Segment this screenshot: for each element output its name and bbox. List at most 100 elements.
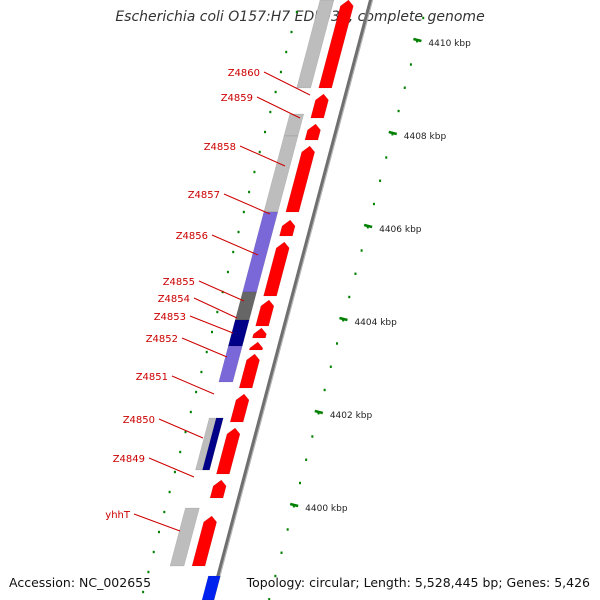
- gene-label: yhhT: [105, 510, 131, 521]
- minor-tick: [403, 86, 406, 89]
- tick-label: 4400 kbp: [305, 504, 348, 514]
- minor-tick: [258, 150, 261, 154]
- gene-label: Z4850: [123, 415, 155, 426]
- gene-label: Z4851: [136, 372, 168, 383]
- minor-tick: [295, 10, 298, 14]
- minor-tick: [286, 528, 289, 531]
- gene-leader-line: [193, 297, 238, 319]
- minor-tick: [200, 370, 203, 374]
- major-tick: [413, 37, 422, 43]
- gene-label: Z4853: [154, 312, 186, 323]
- minor-tick: [226, 270, 229, 274]
- minor-tick: [416, 40, 419, 43]
- minor-tick: [323, 388, 326, 392]
- minor-tick: [216, 310, 219, 314]
- features: [169, 0, 354, 600]
- blast-hit: [169, 507, 200, 567]
- gene-leader-line: [211, 234, 259, 256]
- minor-tick: [329, 365, 332, 368]
- blast-hit: [202, 417, 224, 471]
- minor-tick: [264, 130, 267, 134]
- minor-tick: [195, 390, 198, 394]
- gene-label: Z4859: [221, 93, 253, 104]
- major-tick: [388, 130, 398, 136]
- tick-label: 4408 kbp: [404, 132, 447, 142]
- gene-label: Z4857: [188, 190, 220, 201]
- gene-label: Z4860: [228, 68, 260, 79]
- forward-cds: [310, 93, 329, 119]
- minor-tick: [268, 598, 271, 600]
- minor-tick: [152, 550, 155, 554]
- tick-dots: [142, 10, 425, 600]
- gene-leader-line: [256, 96, 301, 119]
- gene-label: Z4856: [176, 231, 208, 242]
- gene-label: Z4854: [158, 294, 190, 305]
- blast-hit: [296, 0, 335, 89]
- minor-tick: [205, 350, 208, 354]
- tick-label: 4410 kbp: [428, 39, 471, 49]
- minor-tick: [274, 574, 277, 578]
- forward-cds: [209, 479, 227, 499]
- tick-label: 4406 kbp: [379, 225, 422, 235]
- forward-cds: [252, 327, 267, 339]
- minor-tick: [274, 90, 277, 94]
- minor-tick: [366, 226, 369, 229]
- forward-cds: [285, 145, 315, 213]
- gene-leader-line: [198, 280, 245, 302]
- minor-tick: [335, 342, 338, 345]
- gene-leader-line: [148, 457, 195, 478]
- minor-tick: [168, 490, 171, 494]
- minor-tick: [184, 430, 187, 434]
- minor-tick: [290, 30, 293, 34]
- gene-leader-line: [223, 193, 271, 215]
- minor-tick: [158, 530, 161, 534]
- tick-label: 4404 kbp: [354, 318, 397, 328]
- minor-tick: [142, 590, 145, 594]
- scale-ticks: 4410 kbp 4408 kbp 4406 kbp 4404 kbp 4402 kbp…: [289, 37, 471, 514]
- blast-hit: [201, 575, 221, 600]
- tick-label: 4402 kbp: [330, 411, 373, 421]
- blast-hit: [218, 345, 243, 383]
- minor-tick: [285, 50, 288, 54]
- blast-hit: [227, 319, 250, 347]
- minor-tick: [379, 179, 382, 182]
- minor-tick: [422, 16, 425, 20]
- blast-hit: [234, 291, 257, 321]
- genome-title: Escherichia coli O157:H7 EDL933, complet…: [115, 9, 485, 25]
- forward-cds: [263, 241, 290, 297]
- gene-label: Z4849: [113, 454, 145, 465]
- forward-cds: [229, 393, 250, 423]
- gene-leader-line: [181, 337, 228, 358]
- gene-labels: Z4860 Z4859 Z4858 Z4857 Z4856 Z4855 Z4854 Z4853…: [105, 68, 311, 532]
- forward-cds: [318, 0, 354, 89]
- gene-label: Z4858: [204, 142, 236, 153]
- minor-tick: [292, 505, 295, 508]
- gene-leader-line: [239, 145, 286, 167]
- minor-tick: [372, 202, 375, 206]
- minor-tick: [211, 330, 214, 334]
- minor-tick: [248, 190, 251, 194]
- minor-tick: [232, 250, 235, 254]
- backbone-highlight: [212, 0, 374, 600]
- minor-tick: [189, 410, 192, 414]
- gene-leader-line: [189, 315, 234, 334]
- gene-leader-line: [133, 513, 181, 532]
- forward-cds: [255, 299, 275, 327]
- minor-tick: [342, 319, 345, 322]
- gene-label: Z4855: [163, 277, 195, 288]
- blast-hit: [283, 113, 305, 137]
- minor-tick: [242, 210, 245, 214]
- minor-tick: [354, 272, 357, 275]
- minor-tick: [237, 230, 240, 234]
- gene-leader-line: [171, 375, 215, 395]
- minor-tick: [147, 570, 150, 574]
- major-tick: [289, 502, 299, 508]
- major-tick: [363, 223, 373, 229]
- minor-tick: [360, 249, 363, 252]
- minor-tick: [385, 156, 388, 159]
- minor-tick: [305, 458, 308, 461]
- gene-leader-line: [158, 418, 204, 439]
- minor-tick: [391, 133, 394, 136]
